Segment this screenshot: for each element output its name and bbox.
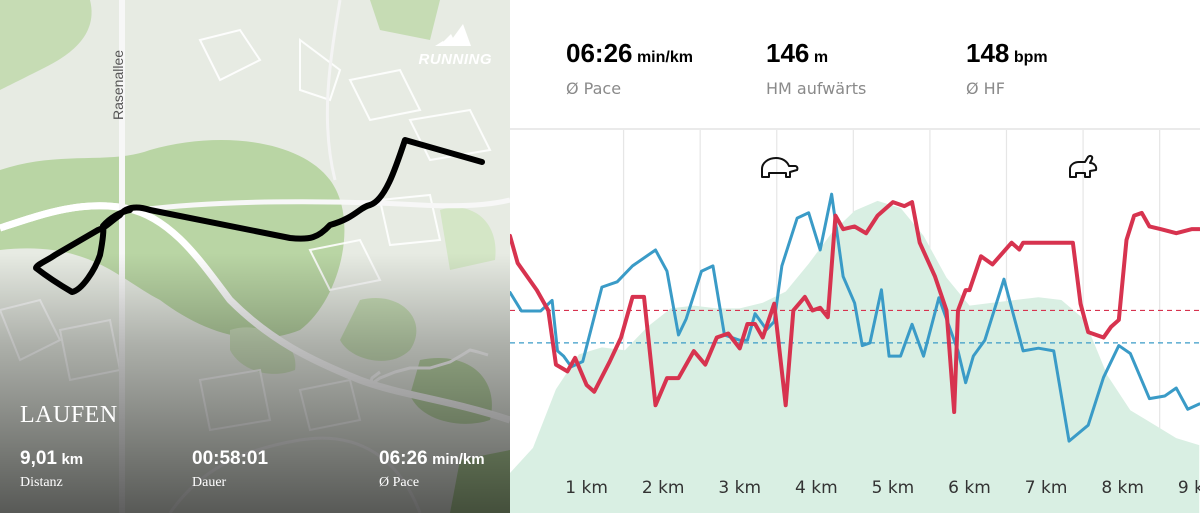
x-tick-label: 1 km [565,478,608,498]
forest-area [0,0,92,90]
summary-elevation-label: HM aufwärts [766,79,867,98]
x-tick-label: 7 km [1025,478,1068,498]
chart-panel: 06:26 min/km Ø Pace 146 m HM aufwärts 14… [510,0,1200,513]
pace-line [510,192,1200,443]
route-track [33,137,485,295]
activity-title: LAUFEN [20,402,118,428]
x-tick-label: 3 km [718,478,761,498]
summary-elevation-unit: m [813,49,829,66]
heart-rate-line [510,200,1200,415]
x-axis-ticks: 1 km 2 km 3 km 4 km 5 km 6 km 7 km 8 km 9 km [565,478,1200,498]
brand-badge: RUNNING [419,22,493,68]
distance-value: 9,01 [20,448,57,469]
x-tick-label: 8 km [1101,478,1144,498]
summary-heart-rate: 148 bpm Ø HF [966,38,1048,98]
distance-unit: km [61,451,84,468]
adidas-logo-icon [435,24,472,46]
summary-pace-value: 06:26 [566,38,633,68]
road [139,197,510,213]
summary-hr-label: Ø HF [966,79,1005,98]
x-tick-label: 4 km [795,478,838,498]
summary-pace: 06:26 min/km Ø Pace [566,38,693,98]
pace-label: Ø Pace [379,475,420,490]
summary-elevation-value: 146 [766,38,810,68]
duration-value: 00:58:01 [192,448,269,469]
map-panel[interactable]: Rasenallee RUNNING LAUFEN 9,01 km Distan… [0,0,510,513]
summary-pace-label: Ø Pace [566,79,622,98]
distance-label: Distanz [20,475,63,490]
stat-duration: 00:58:01 Dauer [192,448,268,491]
rabbit-icon [1069,154,1098,178]
x-tick-label: 5 km [872,478,915,498]
elevation-area-layer [510,200,1200,513]
x-tick-label: 9 km [1178,478,1200,498]
run-chart[interactable]: 1 km 2 km 3 km 4 km 5 km 6 km 7 km 8 km 9 km [510,0,1200,513]
elevation-area [510,200,1200,513]
turtle-icon [761,157,799,178]
summary-hr-value: 148 [966,38,1010,68]
x-tick-label: 6 km [948,478,991,498]
brand-text: RUNNING [418,51,492,68]
road [325,0,342,181]
summary-elevation: 146 m HM aufwärts [766,38,866,98]
pace-unit: min/km [432,451,485,468]
pace-value: 06:26 [379,448,428,469]
street-label: Rasenallee [110,49,126,120]
map-gradient-overlay [0,253,510,513]
road [0,202,126,232]
summary-pace-unit: min/km [636,49,693,66]
duration-label: Dauer [192,475,227,490]
stat-distance: 9,01 km Distanz [20,448,83,491]
forest-area [370,0,440,40]
summary-hr-unit: bpm [1013,49,1048,66]
stat-pace: 06:26 min/km Ø Pace [379,448,485,491]
series-lines [510,192,1200,443]
x-tick-label: 2 km [642,478,685,498]
